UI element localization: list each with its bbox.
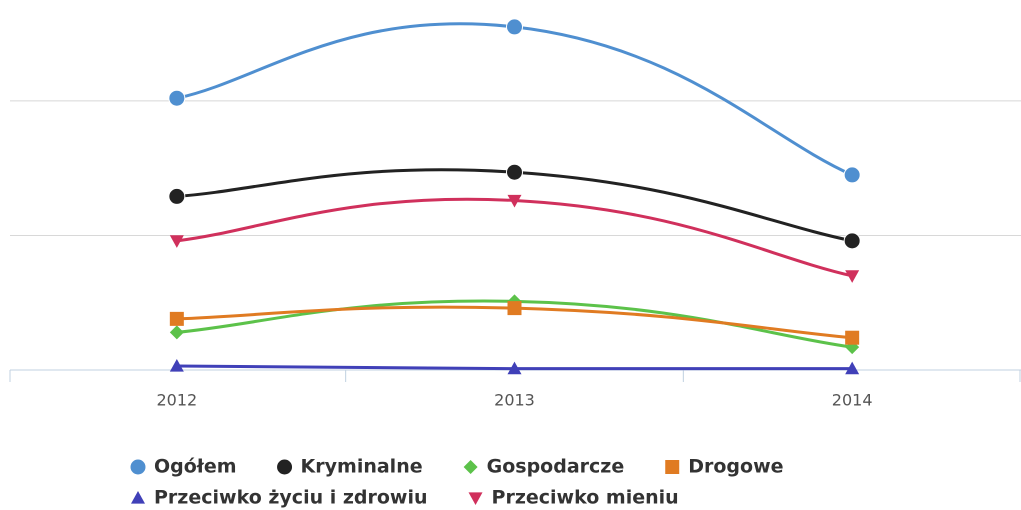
legend-label: Gospodarcze <box>487 456 625 478</box>
marker <box>506 18 523 36</box>
legend-label: Przeciwko mieniu <box>492 487 679 509</box>
legend-label: Ogółem <box>154 456 237 478</box>
marker <box>845 270 860 283</box>
marker <box>131 491 145 504</box>
marker <box>507 361 522 375</box>
series <box>168 18 861 184</box>
marker <box>507 301 522 316</box>
x-tick-label: 2013 <box>494 391 535 410</box>
series-line <box>176 197 853 278</box>
marker <box>463 460 478 474</box>
marker <box>129 458 147 476</box>
marker <box>507 194 522 208</box>
marker <box>169 235 184 248</box>
x-tick-label: 2014 <box>832 391 873 410</box>
series <box>169 358 860 375</box>
series-line <box>176 22 853 177</box>
marker <box>169 311 184 326</box>
marker <box>845 361 860 375</box>
marker <box>506 163 523 181</box>
marker <box>169 358 184 372</box>
marker <box>845 330 860 345</box>
series <box>169 194 860 283</box>
marker <box>168 89 186 107</box>
marker <box>276 458 294 476</box>
marker <box>468 492 483 505</box>
marker <box>169 325 184 340</box>
legend-label: Przeciwko życiu i zdrowiu <box>154 487 428 509</box>
marker <box>168 187 186 205</box>
marker <box>665 460 680 474</box>
marker <box>843 232 861 250</box>
legend-label: Drogowe <box>688 456 783 478</box>
series <box>169 301 860 345</box>
legend-label: Kryminalne <box>301 456 423 478</box>
series <box>168 163 861 250</box>
marker <box>843 166 861 184</box>
x-tick-label: 2012 <box>156 391 197 410</box>
